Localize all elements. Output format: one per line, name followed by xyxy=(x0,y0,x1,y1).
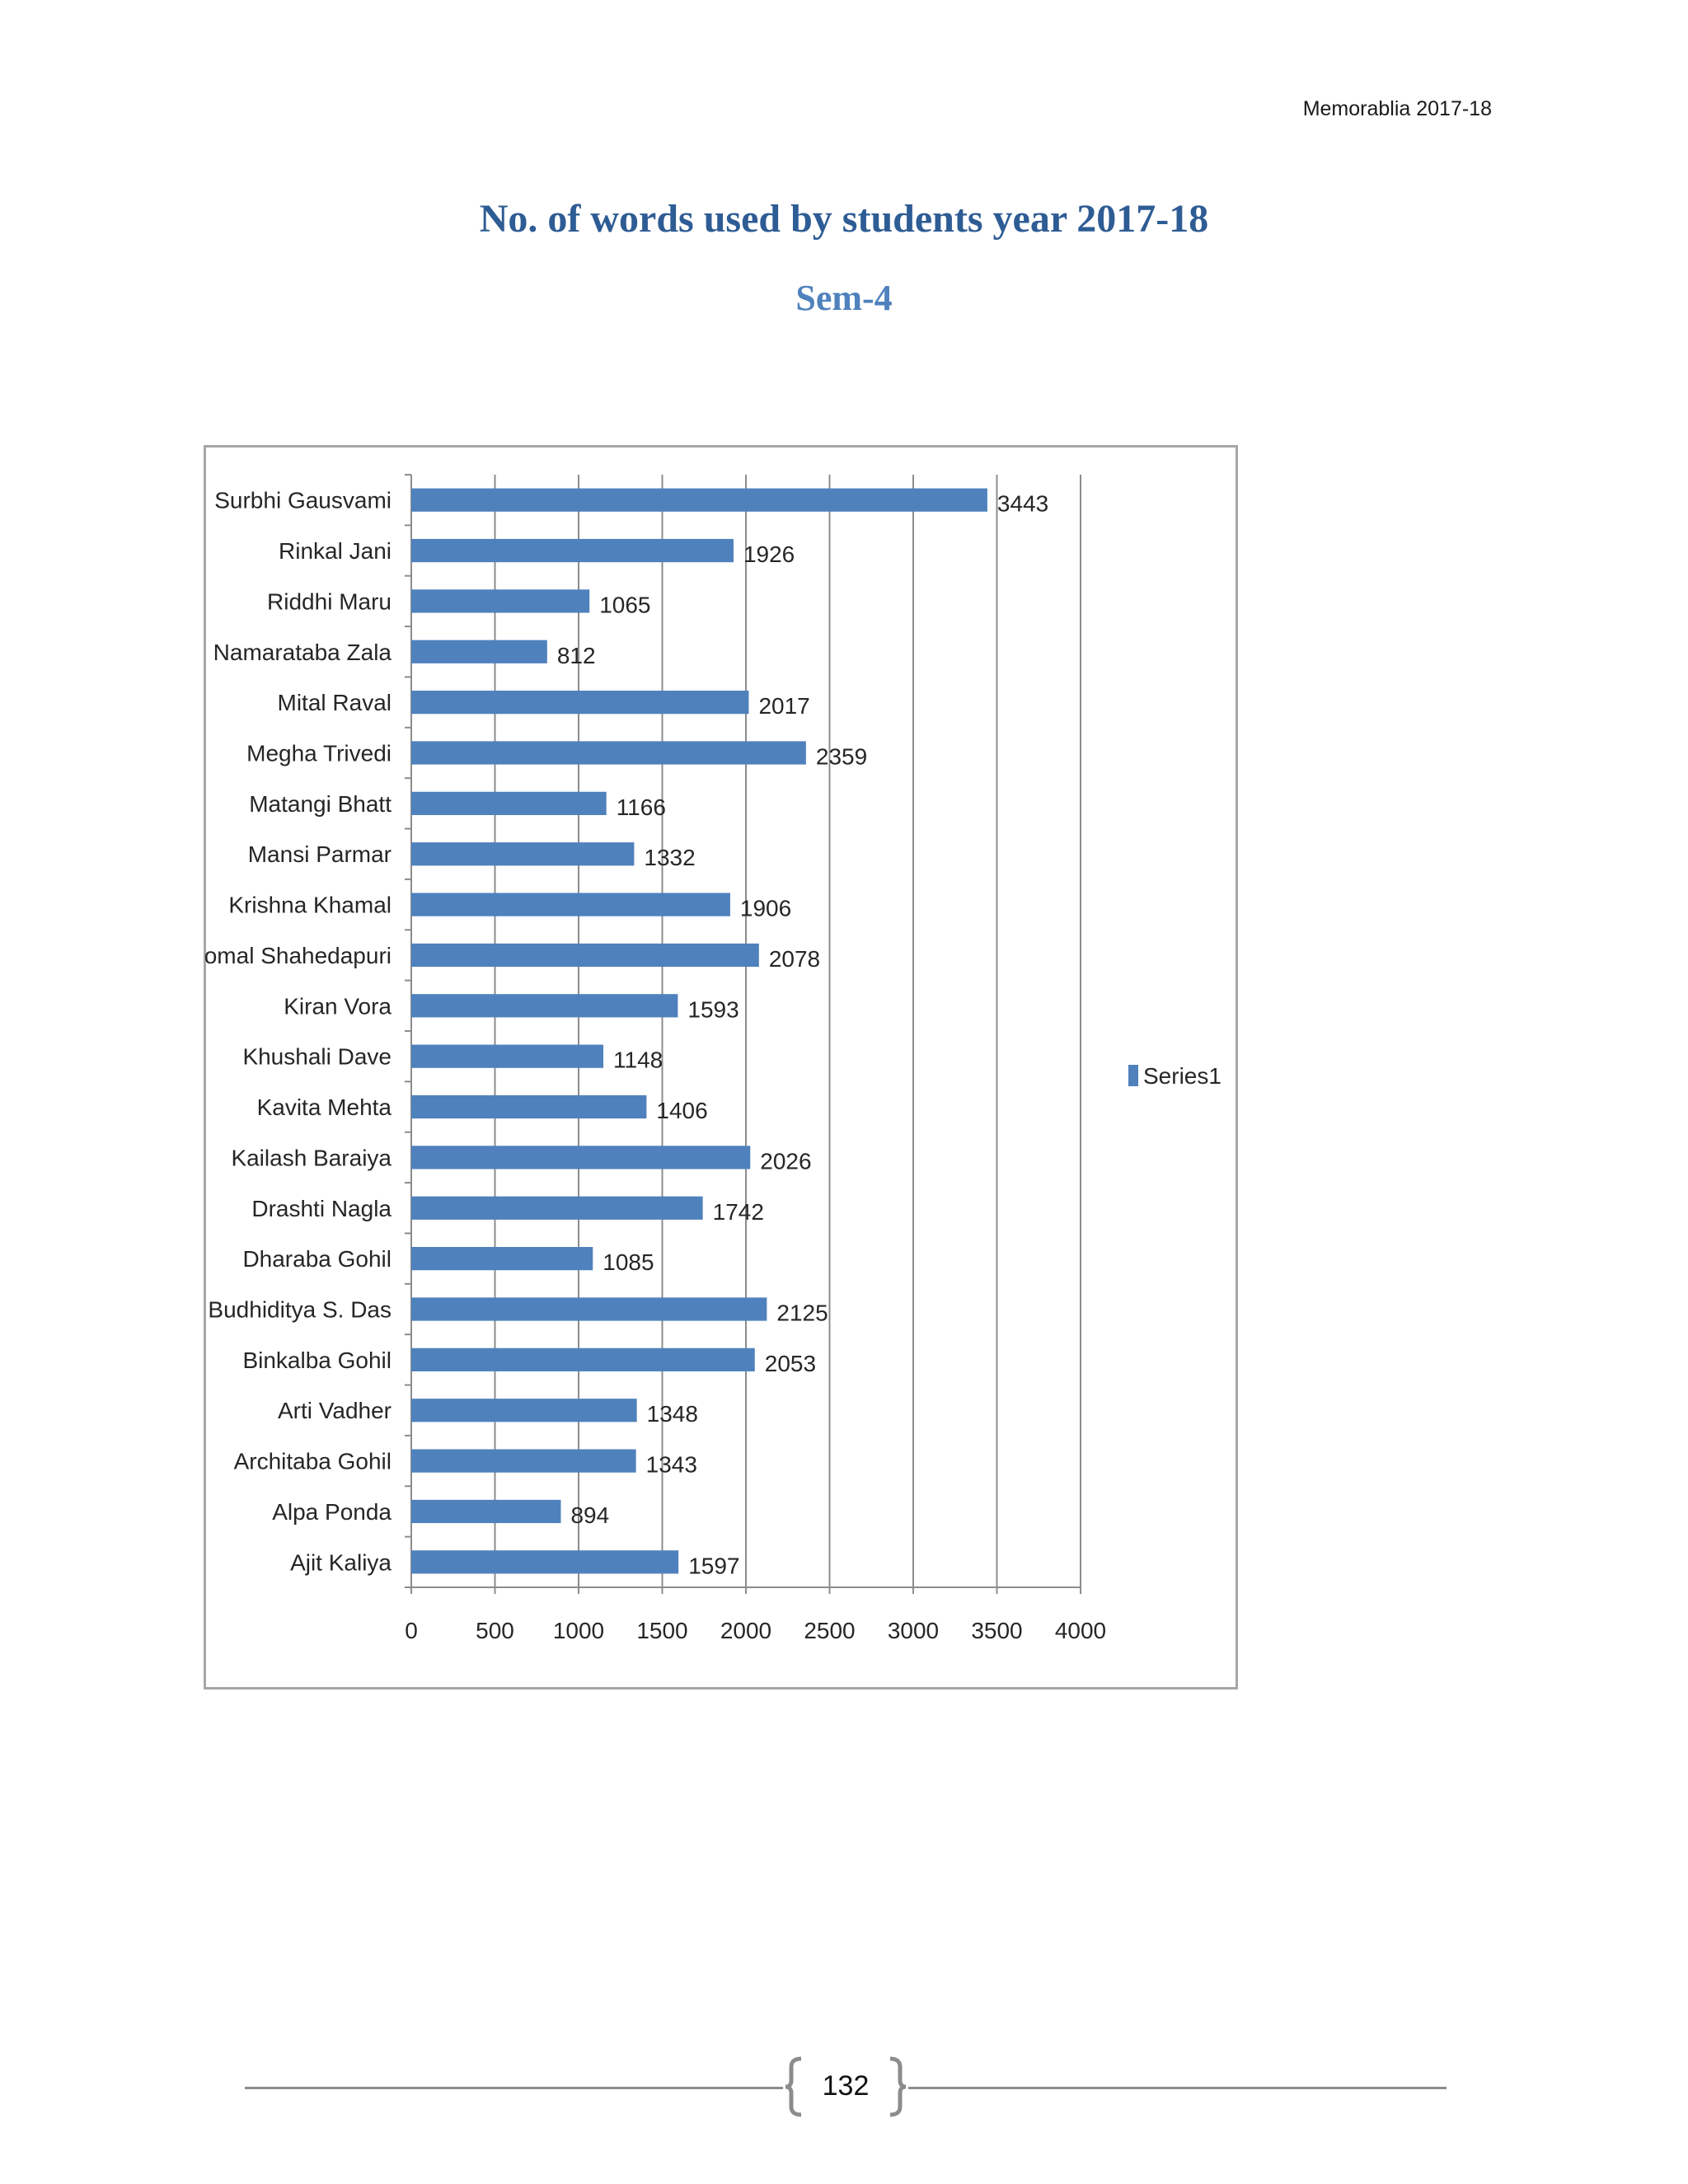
bar-chart-svg: 0 500 1000 1500 2000 2500 3000 3500 4000 Surbhi G… xyxy=(189,445,1238,1690)
category-label: Kiran Vora xyxy=(284,993,392,1019)
bar xyxy=(411,589,590,613)
bar xyxy=(411,943,759,968)
category-label: Binkalba Gohil xyxy=(242,1347,392,1373)
category-label: Kailash Baraiya xyxy=(231,1145,392,1170)
data-label: 2078 xyxy=(769,946,820,972)
data-label: 2053 xyxy=(765,1351,816,1376)
data-label: 2026 xyxy=(760,1148,811,1174)
x-tick-label: 2500 xyxy=(804,1618,855,1643)
x-tick-label: 3500 xyxy=(971,1618,1022,1643)
category-label: Surbhi Gausvami xyxy=(214,488,392,513)
bar xyxy=(411,1044,604,1068)
category-label: Drashti Nagla xyxy=(251,1196,392,1221)
bar xyxy=(411,1550,679,1574)
bar xyxy=(411,691,749,715)
category-label: Kavita Mehta xyxy=(257,1094,392,1120)
bar xyxy=(411,488,987,512)
data-label: 1593 xyxy=(687,996,738,1022)
bar xyxy=(411,842,635,866)
bar xyxy=(411,994,678,1018)
bar xyxy=(411,1297,767,1321)
category-label: Megha Trivedi xyxy=(246,741,392,766)
bar xyxy=(411,640,547,663)
page-title: No. of words used by students year 2017-… xyxy=(479,197,1209,241)
data-label: 1742 xyxy=(713,1199,764,1225)
category-label: Komal Shahedapuri xyxy=(204,943,392,968)
x-tick-label: 4000 xyxy=(1055,1618,1106,1643)
running-header: Memorablia 2017-18 xyxy=(1302,97,1492,120)
footer-rule-left xyxy=(245,2087,783,2089)
bar xyxy=(411,1196,703,1220)
x-tick-label: 500 xyxy=(476,1618,514,1643)
category-label: Riddhi Maru xyxy=(267,588,392,614)
data-label: 1332 xyxy=(644,845,695,870)
data-label: 1906 xyxy=(740,896,791,921)
category-label: Mansi Parmar xyxy=(248,841,392,867)
bar xyxy=(411,1146,751,1169)
x-tick-label: 2000 xyxy=(720,1618,771,1643)
data-label: 894 xyxy=(570,1502,609,1528)
category-label: Khushali Dave xyxy=(242,1044,392,1070)
bar xyxy=(411,791,607,815)
category-label: Namarataba Zala xyxy=(213,640,392,665)
data-label: 1085 xyxy=(603,1249,654,1275)
bar xyxy=(411,893,730,916)
bar xyxy=(411,1499,561,1524)
category-label: Arti Vadher xyxy=(278,1398,392,1423)
legend-label: Series1 xyxy=(1143,1063,1221,1089)
data-label: 1166 xyxy=(617,794,666,820)
category-label: Ajit Kaliya xyxy=(290,1549,392,1575)
category-label: Alpa Ponda xyxy=(272,1499,392,1525)
data-label: 1343 xyxy=(646,1452,697,1478)
category-label: Budhiditya S. Das xyxy=(208,1297,392,1323)
bar xyxy=(411,741,806,765)
category-label: Architaba Gohil xyxy=(234,1449,392,1474)
footer-rule-right xyxy=(908,2087,1447,2089)
page-subtitle: Sem-4 xyxy=(795,278,893,318)
data-label: 2359 xyxy=(816,744,867,770)
category-label: Matangi Bhatt xyxy=(249,791,392,817)
data-label: 2017 xyxy=(758,693,809,719)
page-number-box: 132 xyxy=(783,2055,908,2118)
page-number: 132 xyxy=(822,2070,870,2102)
x-tick-label: 1000 xyxy=(553,1618,604,1643)
page-number-brackets xyxy=(785,2056,907,2117)
bar xyxy=(411,1347,755,1371)
category-label: Rinkal Jani xyxy=(279,538,392,564)
data-label: 3443 xyxy=(997,491,1048,517)
data-label: 1148 xyxy=(613,1047,663,1073)
bar xyxy=(411,1094,647,1119)
chart-frame xyxy=(204,445,1238,1690)
data-label: 1348 xyxy=(647,1401,698,1427)
bar xyxy=(411,1399,637,1422)
bar-chart: 0 500 1000 1500 2000 2500 3000 3500 4000 Surbhi G… xyxy=(189,445,1238,1690)
bar xyxy=(411,538,734,563)
legend-swatch xyxy=(1128,1065,1138,1086)
x-tick-label: 0 xyxy=(405,1618,418,1643)
data-label: 812 xyxy=(557,643,596,668)
x-tick-label: 3000 xyxy=(888,1618,939,1643)
bar xyxy=(411,1449,636,1473)
category-label: Krishna Khamal xyxy=(228,893,392,918)
category-label: Dharaba Gohil xyxy=(242,1246,392,1272)
x-tick-label: 1500 xyxy=(636,1618,687,1643)
category-label: Mital Raval xyxy=(278,690,392,715)
data-label: 1406 xyxy=(656,1098,707,1123)
data-label: 1926 xyxy=(743,541,795,567)
data-label: 1065 xyxy=(599,592,650,617)
data-label: 2125 xyxy=(776,1301,828,1326)
data-label: 1597 xyxy=(688,1553,739,1578)
bar xyxy=(411,1247,593,1271)
